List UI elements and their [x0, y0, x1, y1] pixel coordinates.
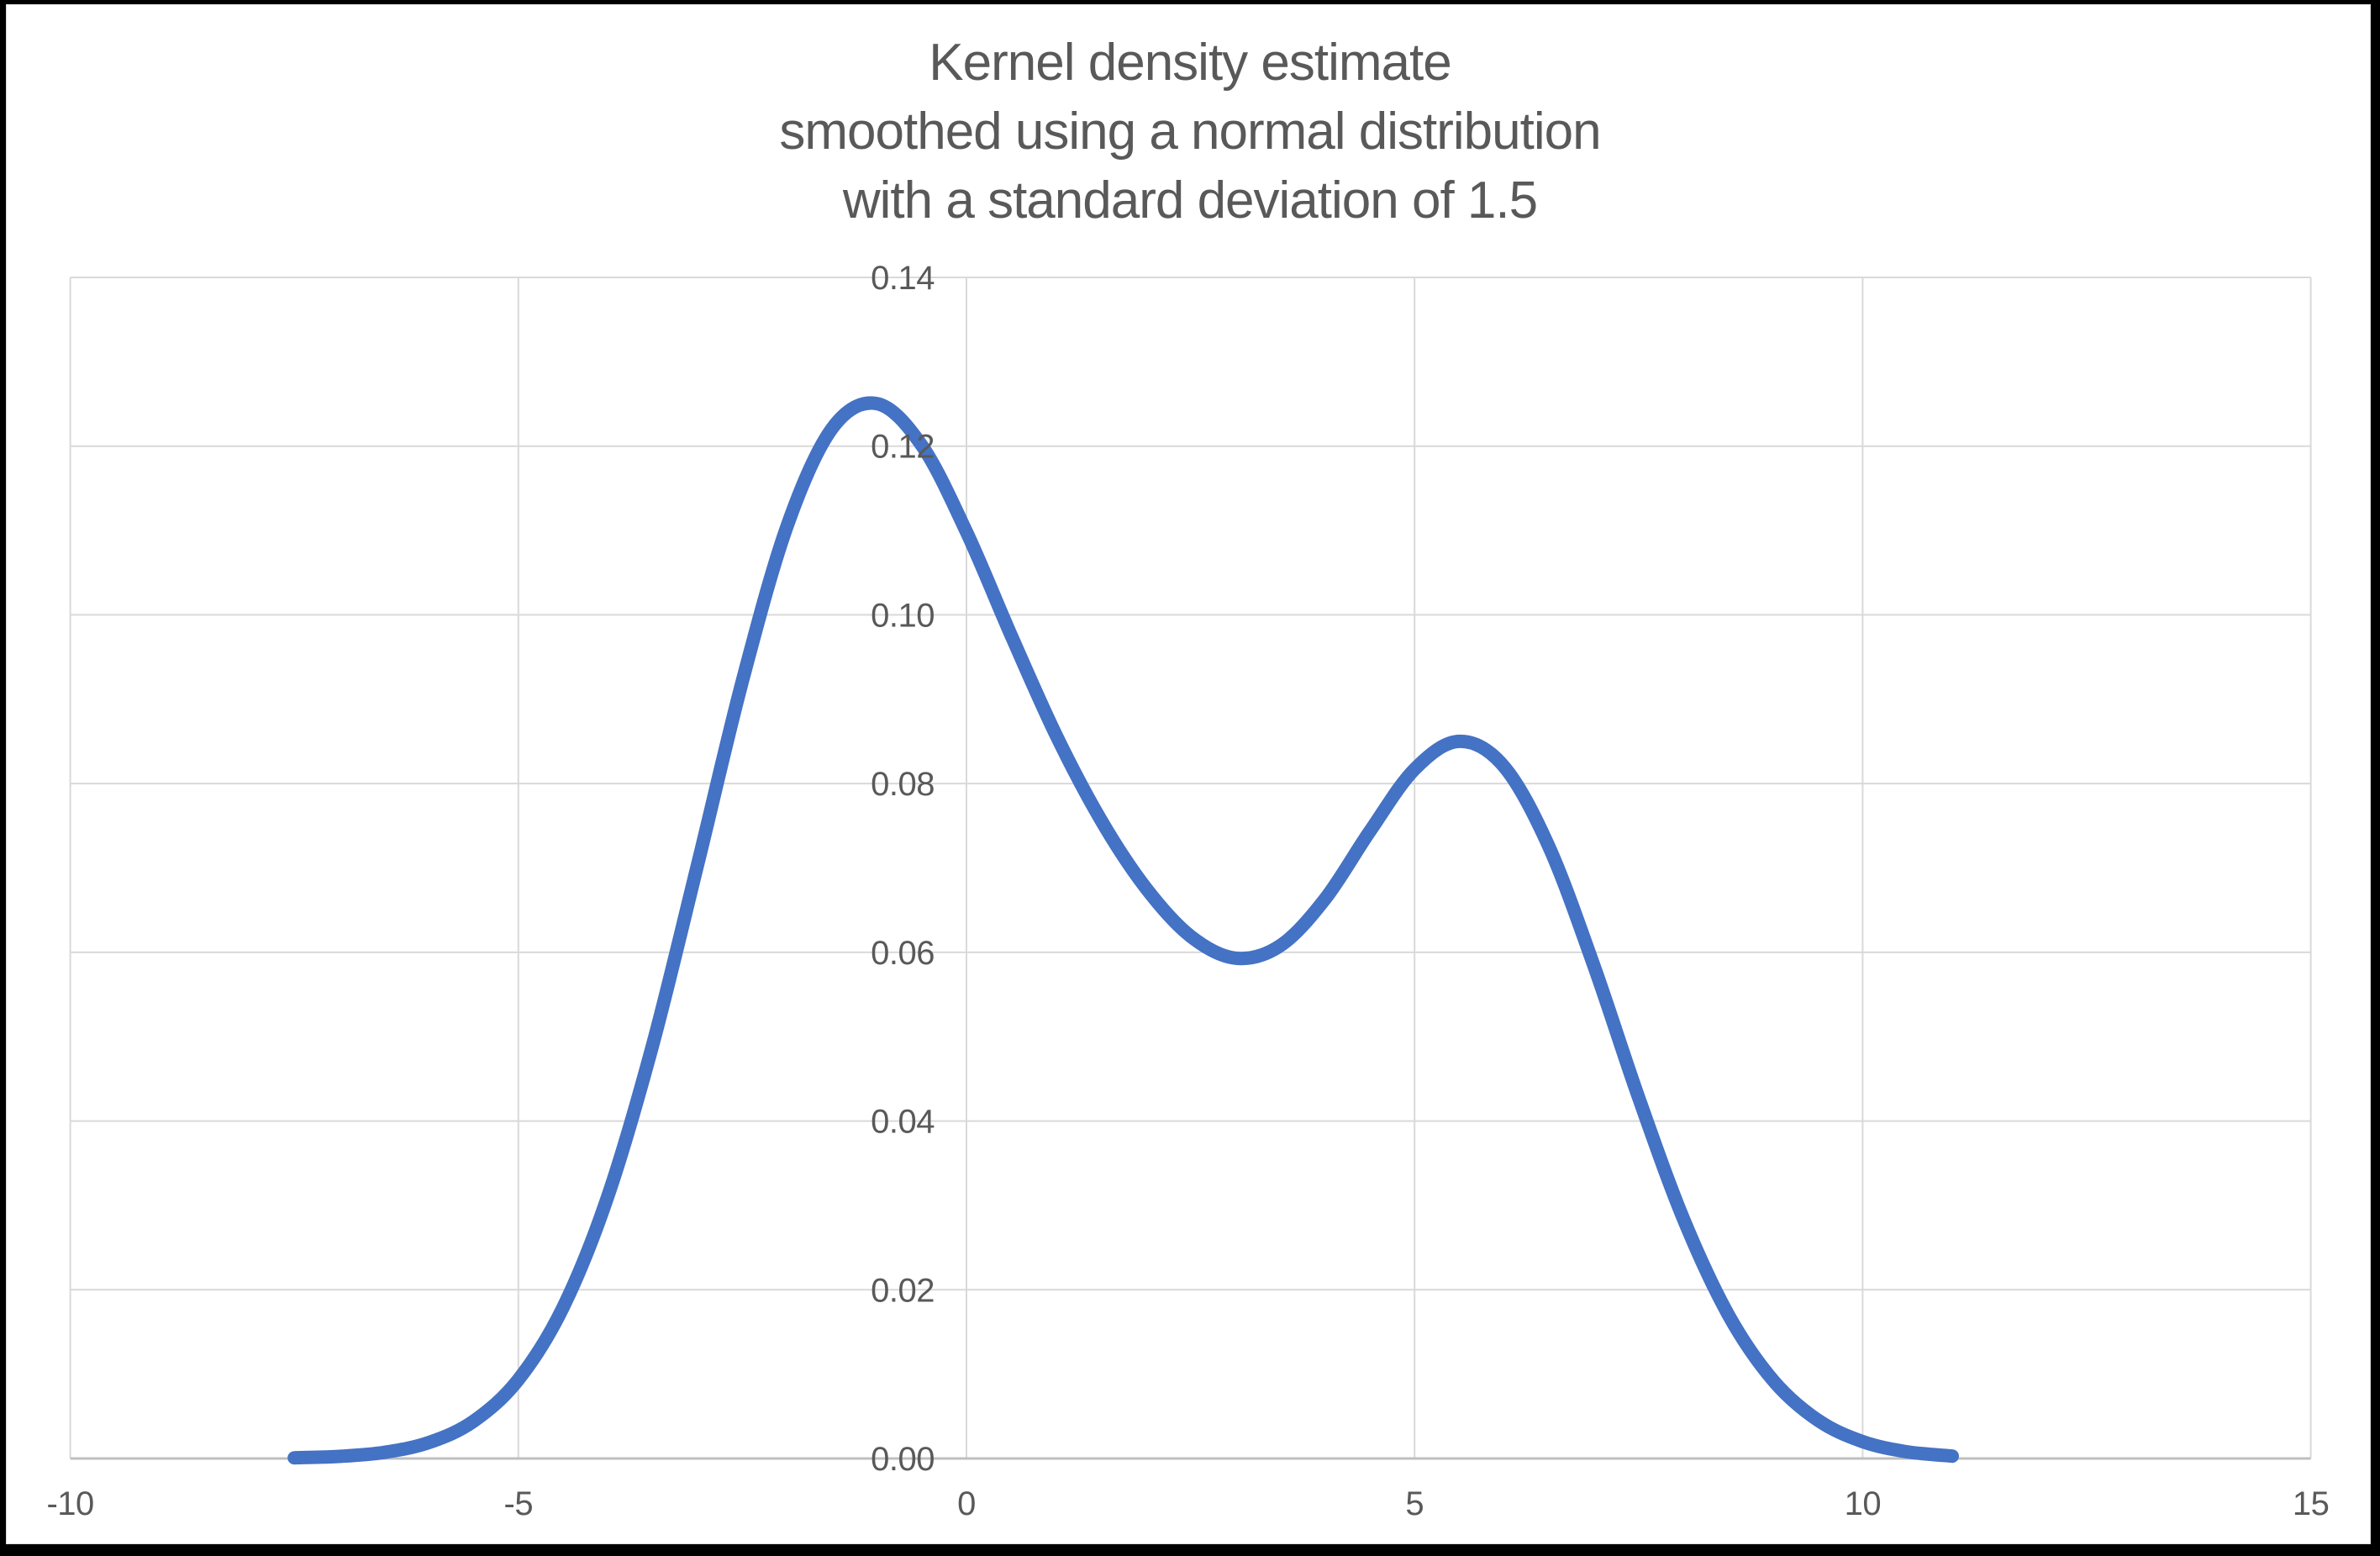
x-tick-label: 15 [2293, 1485, 2330, 1522]
kde-curve-series [287, 396, 1959, 1465]
x-tick-label: 10 [1845, 1485, 1882, 1522]
x-tick-label: 5 [1405, 1485, 1424, 1522]
y-tick-label: 0.14 [871, 260, 935, 297]
y-gridlines [70, 277, 2311, 1291]
chart-title: Kernel density estimate smoothed using a… [779, 34, 1601, 229]
y-tick-label: 0.04 [871, 1104, 935, 1141]
y-axis-tick-labels: 0.00 0.02 0.04 0.06 0.08 0.10 0.12 0.14 [871, 260, 935, 1478]
y-tick-label: 0.06 [871, 935, 935, 972]
x-axis-tick-labels: -10 -5 0 5 10 15 [46, 1485, 2329, 1522]
x-tick-label: -10 [46, 1485, 93, 1522]
y-tick-label: 0.12 [871, 429, 935, 466]
kde-curve-group [287, 396, 1959, 1465]
x-gridlines [69, 277, 2312, 1458]
y-tick-label: 0.08 [871, 766, 935, 803]
x-tick-label: 0 [957, 1485, 976, 1522]
x-tick-label: -5 [504, 1485, 534, 1522]
y-tick-label: 0.00 [871, 1441, 935, 1478]
y-tick-label: 0.10 [871, 597, 935, 634]
y-tick-label: 0.02 [871, 1272, 935, 1309]
